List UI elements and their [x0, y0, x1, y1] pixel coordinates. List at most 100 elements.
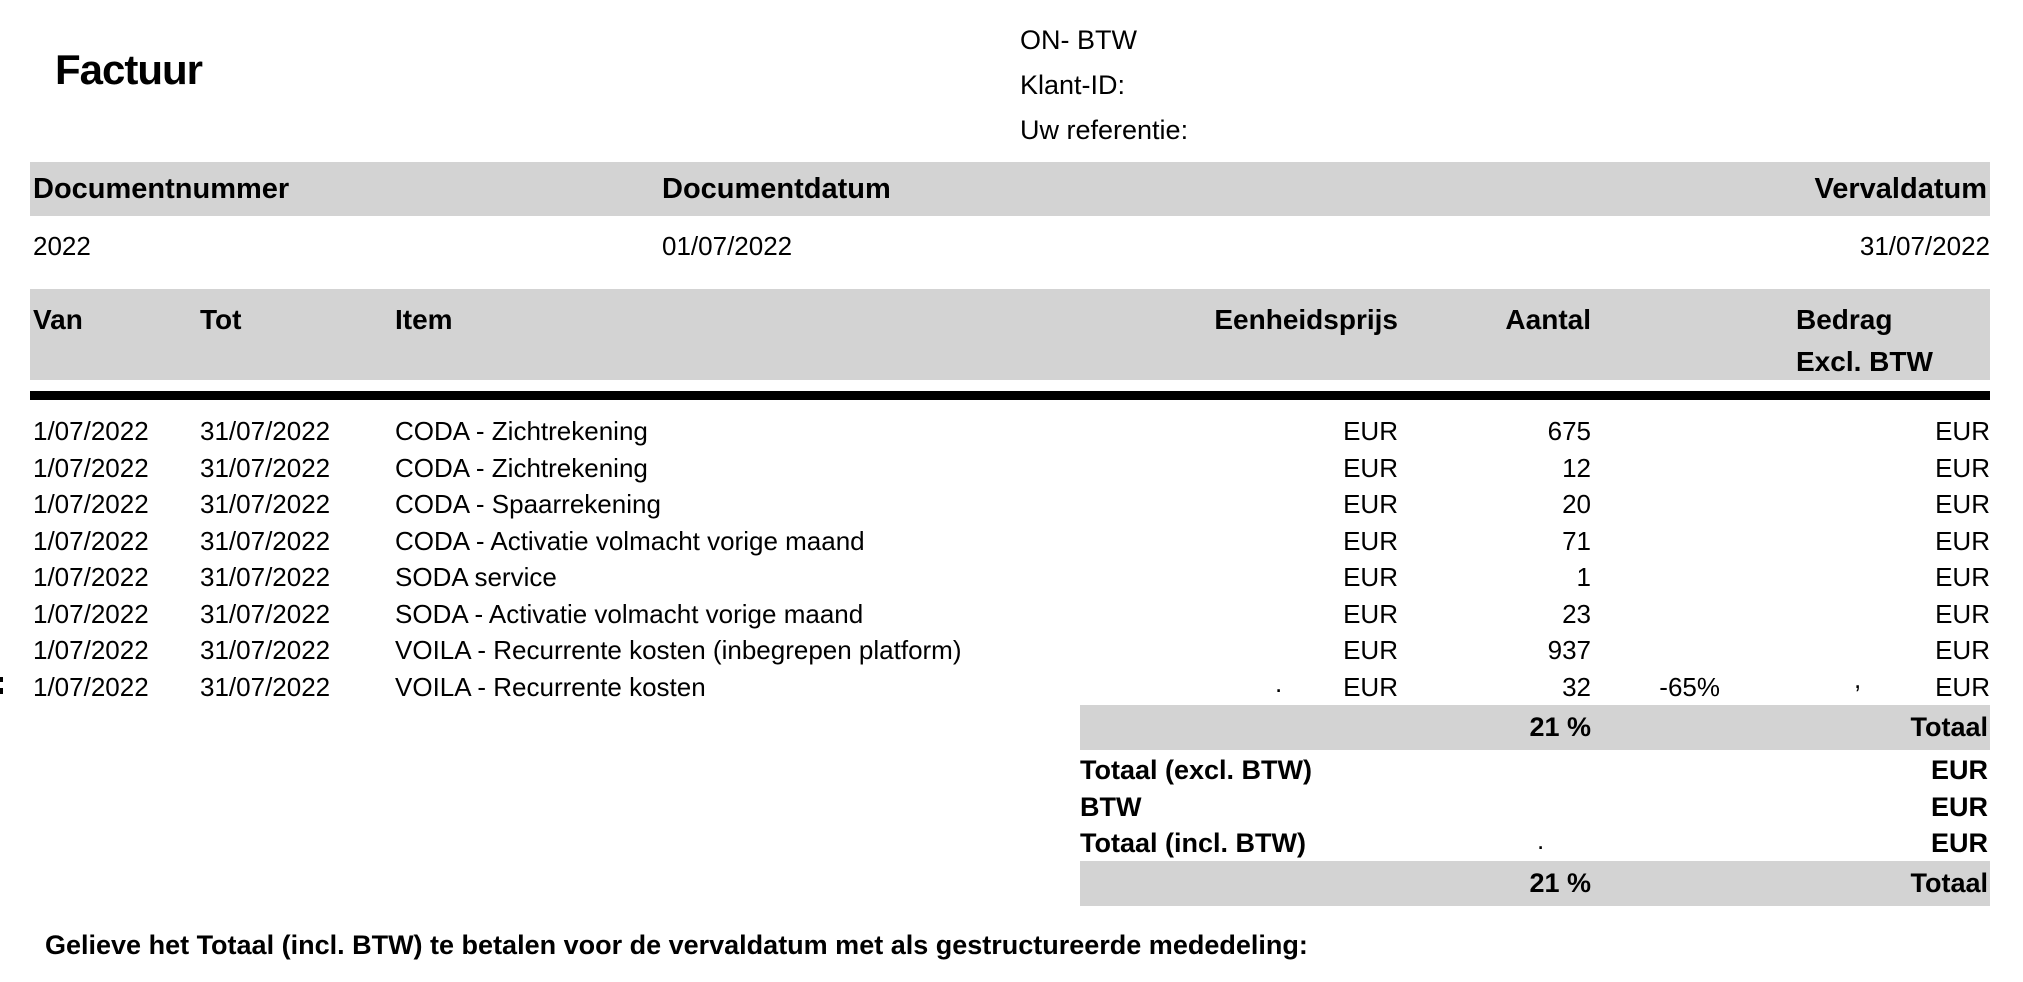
- cell-currency: EUR: [1343, 489, 1398, 519]
- clipped-text-artifact: [0, 677, 3, 682]
- document-date-value: 01/07/2022: [662, 231, 793, 261]
- clipped-text-artifact: [0, 688, 3, 694]
- due-date-value: 31/07/2022: [1859, 231, 1990, 261]
- cell-amount-currency: EUR: [1935, 671, 1990, 702]
- cell-discount: [1591, 559, 1720, 596]
- totals-row-incl-btw: Totaal (incl. BTW) EUR: [1080, 825, 1990, 862]
- cell-item: CODA - Zichtrekening: [395, 416, 648, 446]
- page-title: Factuur: [55, 46, 203, 93]
- column-header-van: Van: [33, 304, 83, 335]
- vat-totals-band-top: 21 % Totaal: [1080, 705, 1990, 750]
- cell-item: VOILA - Recurrente kosten (inbegrepen pl…: [395, 635, 962, 665]
- cell-van: 1/07/2022: [33, 416, 149, 446]
- cell-quantity: 20: [1562, 489, 1591, 519]
- items-table-body: 1/07/2022 31/07/2022 CODA - Zichtrekenin…: [30, 413, 1990, 705]
- table-row: 1/07/2022 31/07/2022 VOILA - Recurrente …: [30, 632, 1990, 669]
- cell-currency: EUR: [1343, 671, 1398, 702]
- column-header-amount: Bedrag Excl. BTW: [1720, 299, 1990, 383]
- cell-amount-currency: EUR: [1935, 452, 1990, 483]
- due-date-label: Vervaldatum: [1814, 173, 1987, 205]
- cell-tot: 31/07/2022: [200, 416, 331, 446]
- cell-tot: 31/07/2022: [200, 562, 331, 592]
- cell-amount-currency: EUR: [1935, 416, 1990, 446]
- cell-tot: 31/07/2022: [200, 671, 331, 702]
- table-row: 1/07/2022 31/07/2022 CODA - Spaarrekenin…: [30, 486, 1990, 523]
- vat-totals-band-bottom: 21 % Totaal: [1080, 861, 1990, 906]
- column-header-tot: Tot: [200, 304, 242, 335]
- table-row: 1/07/2022 31/07/2022 SODA service EUR 1 …: [30, 559, 1990, 596]
- table-row: 1/07/2022 31/07/2022 CODA - Zichtrekenin…: [30, 413, 1990, 450]
- cell-tot: 31/07/2022: [200, 635, 331, 665]
- cell-item: VOILA - Recurrente kosten: [395, 671, 706, 702]
- cell-tot: 31/07/2022: [200, 598, 331, 629]
- cell-quantity: 1: [1576, 562, 1591, 592]
- client-id-label: Klant-ID:: [1020, 70, 1126, 100]
- cell-tot: 31/07/2022: [200, 525, 331, 556]
- vat-rate: 21 %: [1529, 868, 1591, 898]
- cell-item: CODA - Zichtrekening: [395, 452, 648, 483]
- cell-discount: [1591, 523, 1720, 560]
- cell-amount-currency: EUR: [1935, 562, 1990, 592]
- table-row: 1/07/2022 31/07/2022 CODA - Zichtrekenin…: [30, 450, 1990, 487]
- cell-item: SODA - Activatie volmacht vorige maand: [395, 598, 864, 629]
- cell-item: SODA service: [395, 562, 557, 592]
- table-header-divider: [30, 391, 1990, 400]
- cell-quantity: 23: [1562, 598, 1591, 629]
- clipped-decimal-artifact: ,: [1854, 664, 1862, 694]
- cell-amount-currency: EUR: [1935, 635, 1990, 665]
- table-row: 1/07/2022 31/07/2022 VOILA - Recurrente …: [30, 669, 1990, 706]
- cell-amount-currency: EUR: [1935, 598, 1990, 629]
- vat-rate: 21 %: [1529, 712, 1591, 742]
- cell-quantity: 32: [1562, 671, 1591, 702]
- totaal-label: Totaal: [1910, 868, 1988, 898]
- cell-van: 1/07/2022: [33, 489, 149, 519]
- cell-item: CODA - Activatie volmacht vorige maand: [395, 525, 865, 556]
- totals-currency: EUR: [1930, 755, 1988, 785]
- clipped-decimal-artifact: .: [1537, 825, 1545, 855]
- cell-discount: [1591, 413, 1720, 450]
- totals-row-btw: BTW EUR: [1080, 789, 1990, 826]
- cell-discount: [1591, 596, 1720, 633]
- column-header-item: Item: [395, 304, 453, 335]
- totals-rows: Totaal (excl. BTW) EUR BTW EUR Totaal (i…: [1080, 752, 1990, 862]
- cell-quantity: 71: [1562, 525, 1591, 556]
- totals-label: BTW: [1080, 791, 1142, 822]
- cell-van: 1/07/2022: [33, 598, 149, 629]
- cell-tot: 31/07/2022: [200, 452, 331, 483]
- cell-discount: [1591, 486, 1720, 523]
- clipped-decimal-artifact: .: [1275, 668, 1283, 698]
- cell-discount: [1591, 450, 1720, 487]
- invoice-meta-block: ON- BTW Klant-ID: Uw referentie:: [1020, 18, 1188, 153]
- items-table-header: Van Tot Item Eenheidsprijs Aantal Bedrag…: [30, 289, 1990, 380]
- cell-van: 1/07/2022: [33, 671, 149, 702]
- cell-tot: 31/07/2022: [200, 489, 331, 519]
- cell-quantity: 937: [1547, 635, 1591, 665]
- cell-van: 1/07/2022: [33, 635, 149, 665]
- document-header-band: Documentnummer Documentdatum Vervaldatum: [30, 162, 1990, 216]
- totals-currency: EUR: [1930, 828, 1988, 858]
- table-row: 1/07/2022 31/07/2022 SODA - Activatie vo…: [30, 596, 1990, 633]
- cell-currency: EUR: [1343, 525, 1398, 556]
- cell-currency: EUR: [1343, 452, 1398, 483]
- cell-discount: [1591, 632, 1720, 669]
- totaal-label: Totaal: [1910, 712, 1988, 742]
- document-date-label: Documentdatum: [662, 173, 891, 205]
- cell-discount: -65%: [1659, 671, 1720, 702]
- cell-amount-currency: EUR: [1935, 525, 1990, 556]
- vat-line: ON- BTW: [1020, 25, 1137, 55]
- document-number-label: Documentnummer: [33, 173, 290, 205]
- column-header-unit-price: Eenheidsprijs: [1214, 304, 1398, 335]
- document-number-value: 2022: [33, 231, 91, 261]
- reference-label: Uw referentie:: [1020, 115, 1189, 145]
- table-row: 1/07/2022 31/07/2022 CODA - Activatie vo…: [30, 523, 1990, 560]
- cell-currency: EUR: [1343, 598, 1398, 629]
- column-header-quantity: Aantal: [1505, 304, 1591, 335]
- cell-van: 1/07/2022: [33, 452, 149, 483]
- payment-instruction-note: Gelieve het Totaal (incl. BTW) te betale…: [45, 930, 1308, 960]
- cell-quantity: 12: [1562, 452, 1591, 483]
- cell-quantity: 675: [1547, 416, 1591, 446]
- cell-item: CODA - Spaarrekening: [395, 489, 661, 519]
- column-header-amount-line1: Bedrag: [1796, 304, 1893, 335]
- column-header-amount-line2: Excl. BTW: [1796, 346, 1933, 377]
- cell-van: 1/07/2022: [33, 525, 149, 556]
